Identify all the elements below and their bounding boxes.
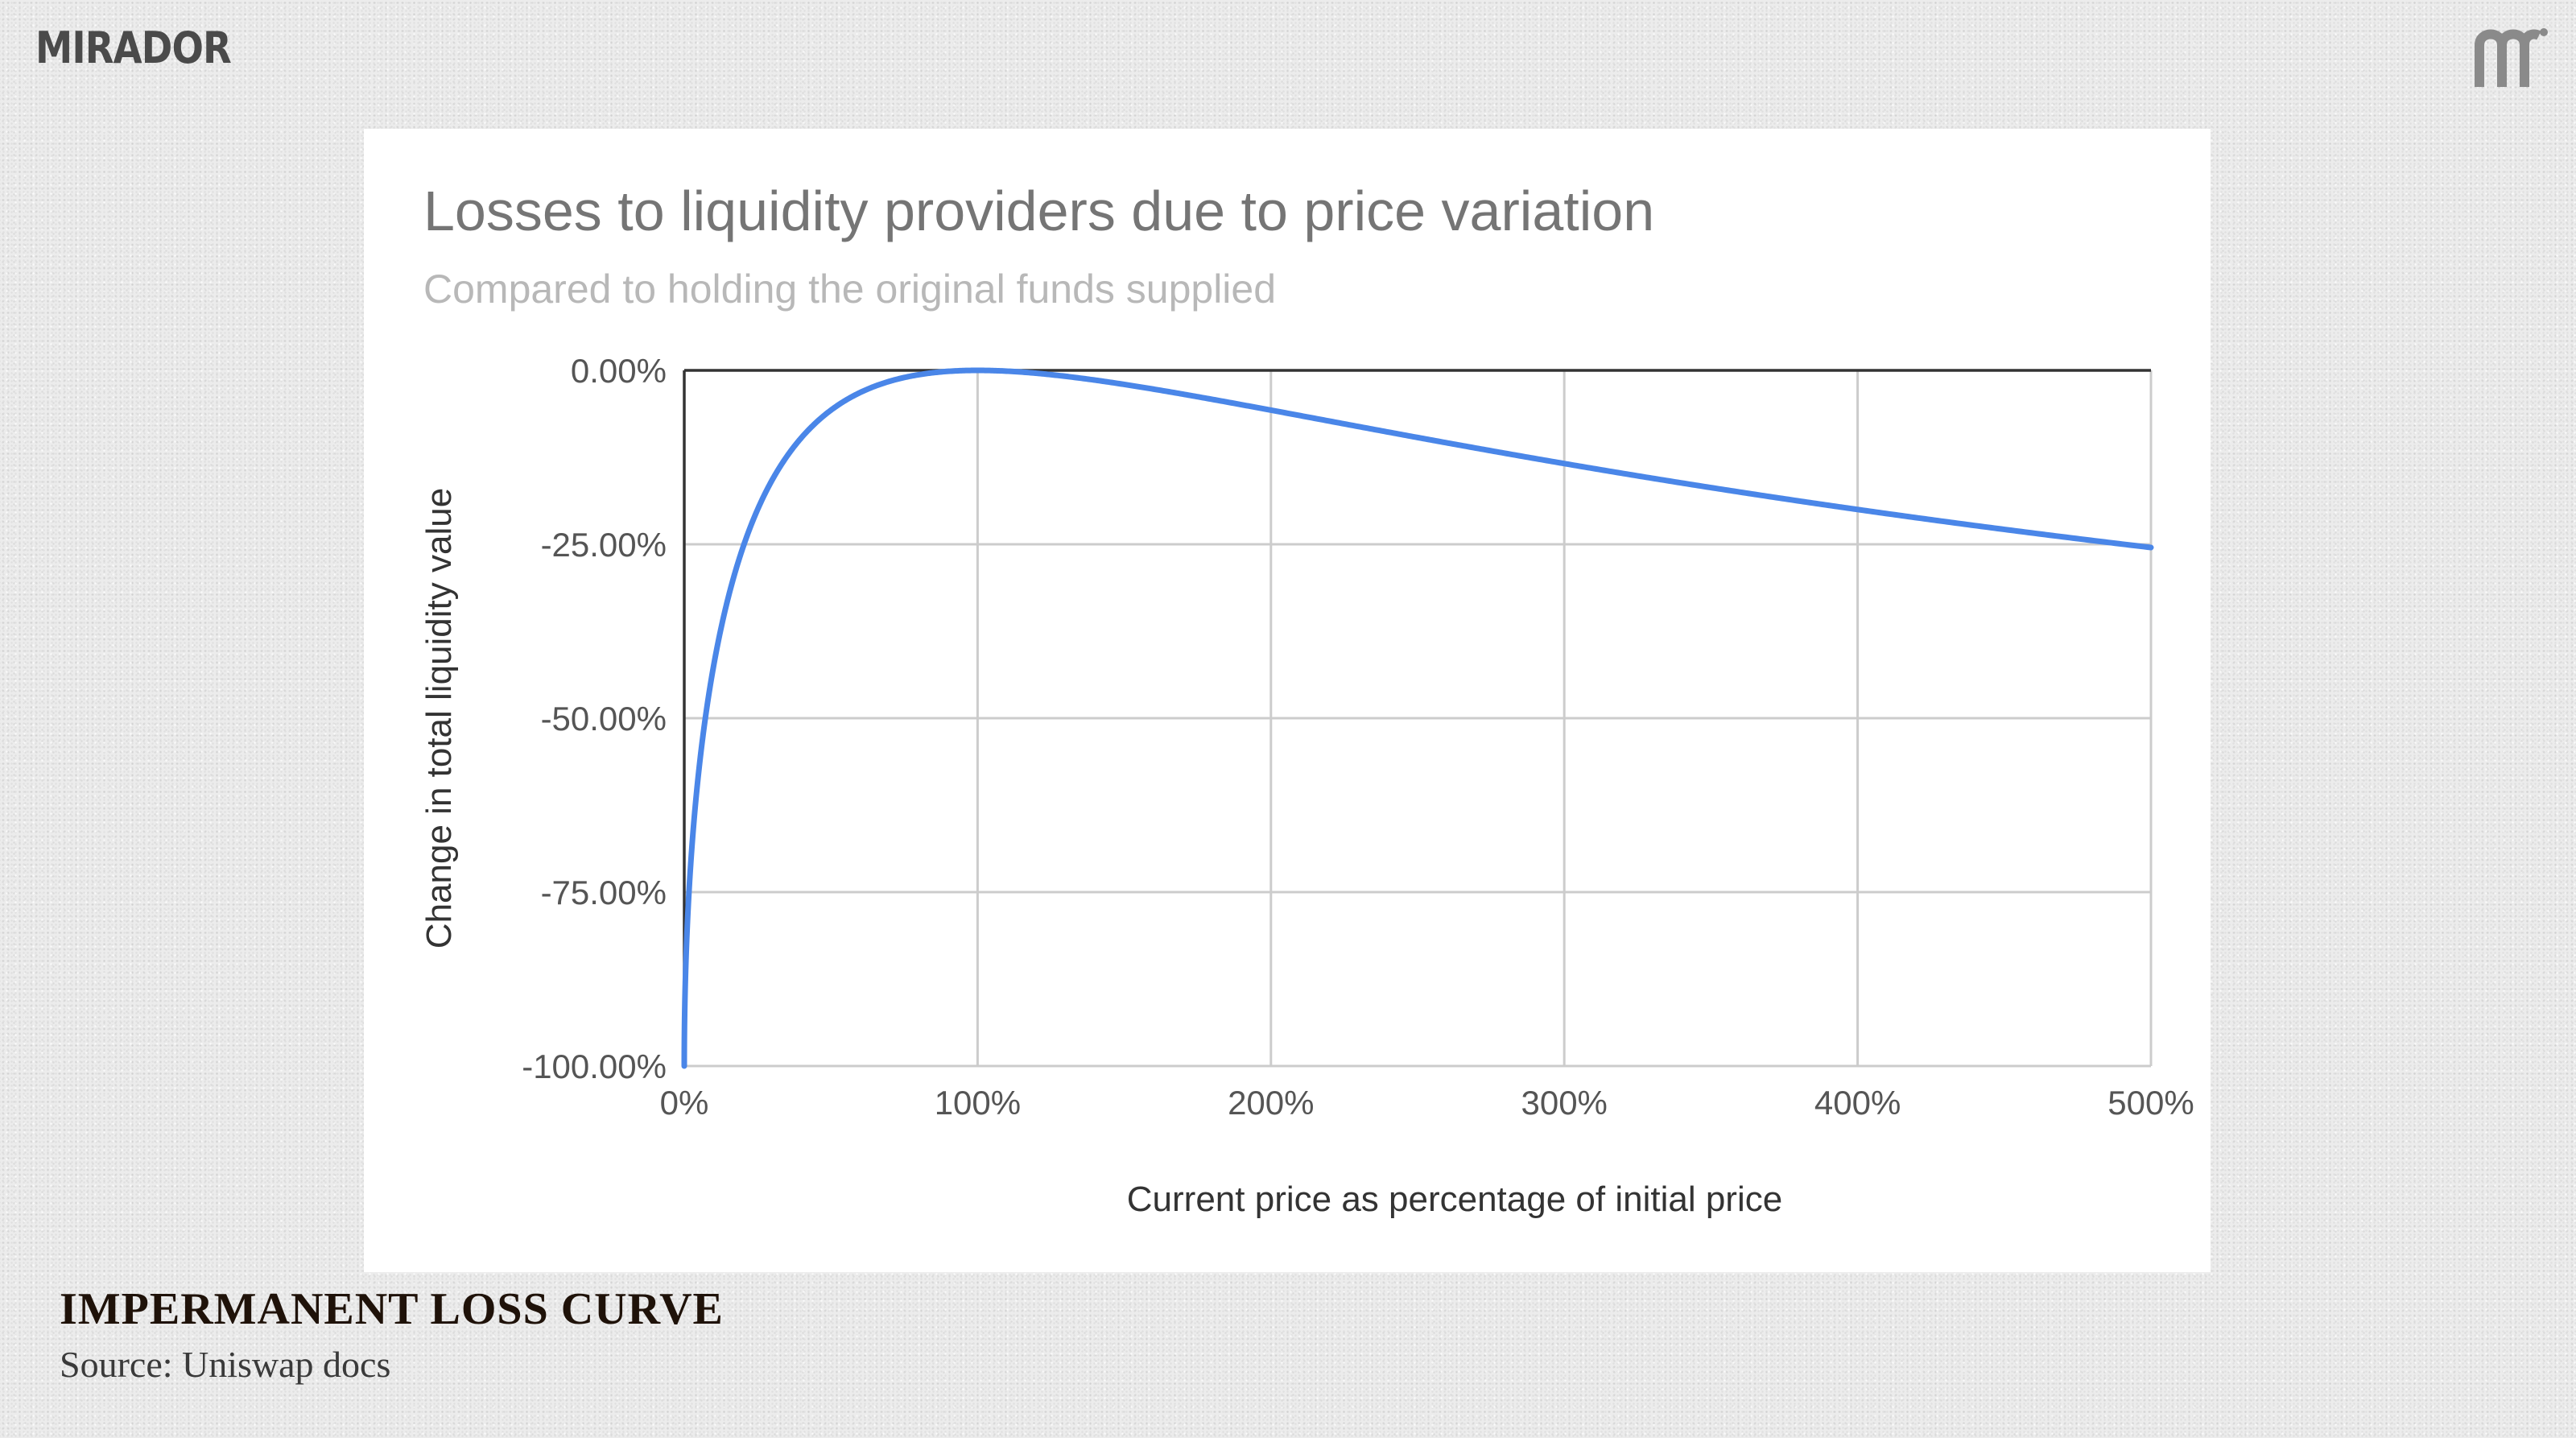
- y-tick-label: 0.00%: [571, 352, 667, 390]
- brand-wordmark: MIRADOR: [35, 23, 232, 73]
- x-tick-label: 500%: [2107, 1084, 2194, 1122]
- chart-title: Losses to liquidity providers due to pri…: [423, 180, 1655, 242]
- y-tick-label: -75.00%: [541, 874, 667, 911]
- x-tick-label: 300%: [1521, 1084, 1607, 1122]
- line-chart: 0.00% -25.00% -50.00% -75.00% -100.00%0% 100%…: [419, 352, 2194, 1219]
- chart-card: Losses to liquidity providers due to pri…: [364, 129, 2211, 1272]
- y-tick-label: -25.00%: [541, 526, 667, 564]
- series-line-impermanent-loss: [681, 367, 2154, 1069]
- y-axis-title: Change in total liquidity value: [419, 488, 459, 948]
- x-tick-label: 200%: [1228, 1084, 1314, 1122]
- x-axis-title: Current price as percentage of initial p…: [1127, 1180, 1782, 1219]
- x-tick-label: 100%: [935, 1084, 1021, 1122]
- y-tick-label: -50.00%: [541, 700, 667, 738]
- x-tick-label: 400%: [1814, 1084, 1901, 1122]
- caption-title: IMPERMANENT LOSS CURVE: [60, 1284, 724, 1334]
- y-tick-label: -100.00%: [522, 1048, 667, 1085]
- mirador-m-logo-icon: [2475, 28, 2548, 87]
- x-tick-label: 0%: [660, 1084, 709, 1122]
- caption-source: Source: Uniswap docs: [60, 1344, 391, 1385]
- chart-subtitle: Compared to holding the original funds s…: [423, 267, 1277, 312]
